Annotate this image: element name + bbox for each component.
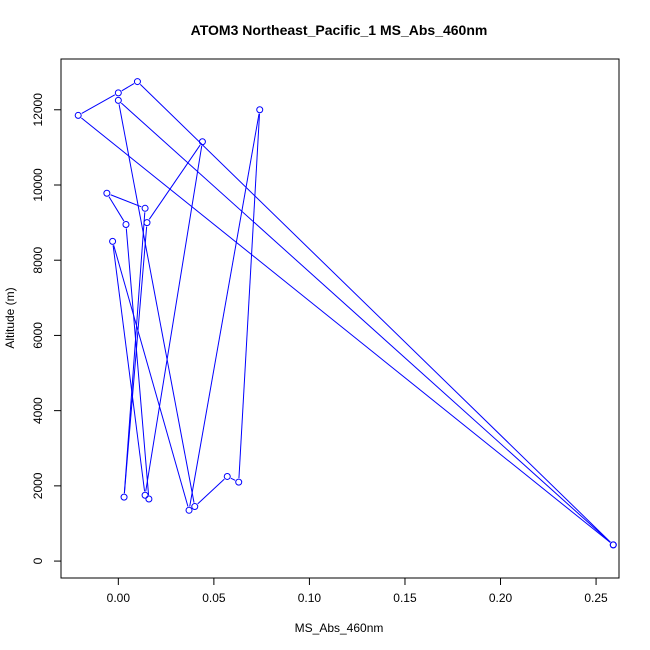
x-tick-label: 0.05 <box>202 591 226 605</box>
data-point <box>223 472 231 480</box>
data-point <box>141 204 149 212</box>
series-segment <box>123 212 146 494</box>
data-point <box>122 220 130 228</box>
data-point <box>114 96 122 104</box>
y-tick-label: 12000 <box>31 93 45 127</box>
data-point <box>145 495 153 503</box>
series-segment <box>81 117 611 543</box>
x-tick-label: 0.15 <box>393 591 417 605</box>
data-point <box>185 506 193 514</box>
series-segment <box>81 94 116 114</box>
series-segment <box>139 83 611 543</box>
series-segment <box>112 245 146 492</box>
x-tick-label: 0.25 <box>584 591 608 605</box>
series-segment <box>121 83 135 92</box>
y-tick-label: 4000 <box>31 397 45 424</box>
series-segment <box>148 144 201 220</box>
x-axis-label: MS_Abs_460nm <box>295 621 384 635</box>
x-tick-label: 0.00 <box>107 591 131 605</box>
y-tick-label: 6000 <box>31 322 45 349</box>
series-segment <box>113 245 189 507</box>
y-axis-label: Altitude (m) <box>3 287 17 348</box>
data-point <box>235 478 243 486</box>
x-axis: 0.00 0.05 0.10 0.15 0.20 0.25 <box>107 577 608 605</box>
data-point <box>609 541 617 549</box>
data-point <box>74 111 82 119</box>
data-point <box>141 491 149 499</box>
chart-title: ATOM3 Northeast_Pacific_1 MS_Abs_460nm <box>191 22 488 38</box>
series-segment <box>120 102 611 543</box>
series-segment <box>197 478 225 505</box>
x-tick-label: 0.10 <box>298 591 322 605</box>
series-lines <box>81 83 611 543</box>
data-point <box>109 237 117 245</box>
series-segment <box>189 113 260 507</box>
data-point <box>191 503 199 511</box>
series-segment <box>238 113 261 479</box>
data-point <box>133 78 141 86</box>
series-segment <box>110 194 142 208</box>
series-segment <box>145 145 203 492</box>
series-segment <box>230 477 236 481</box>
x-tick-label: 0.20 <box>489 591 513 605</box>
data-point <box>120 493 128 501</box>
series-segment <box>125 228 150 496</box>
data-point <box>103 189 111 197</box>
plot-frame <box>60 58 620 579</box>
series-segment <box>118 104 195 503</box>
y-tick-label: 10000 <box>31 168 45 202</box>
series-segment <box>108 196 125 222</box>
data-point <box>114 89 122 97</box>
data-point <box>198 138 206 146</box>
series-segment <box>123 226 148 494</box>
data-point <box>143 219 151 227</box>
y-tick-label: 8000 <box>31 247 45 274</box>
data-point <box>256 106 264 114</box>
series-points <box>74 78 617 549</box>
y-tick-label: 0 <box>31 557 45 564</box>
y-axis: 0 2000 4000 6000 8000 10000 12000 <box>31 93 62 564</box>
y-tick-label: 2000 <box>31 472 45 499</box>
